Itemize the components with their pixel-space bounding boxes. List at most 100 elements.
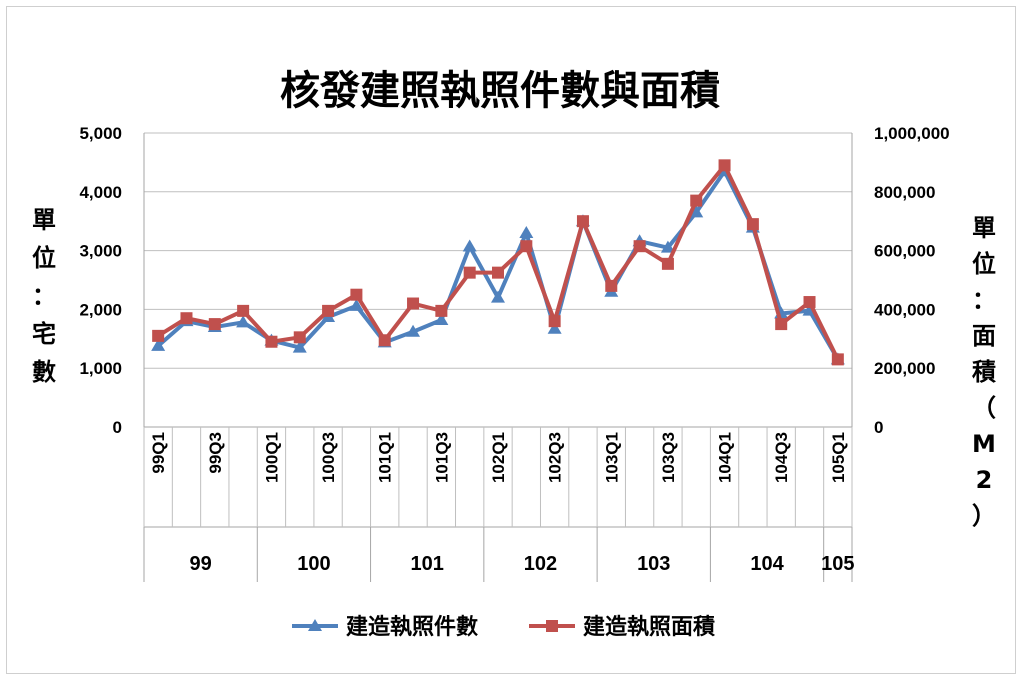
right-axis-label-char: （ (972, 394, 996, 422)
chart-title: 核發建照執照件數與面積 (280, 67, 720, 114)
left-axis-label-char: 數 (32, 358, 56, 386)
year-label: 99 (190, 553, 212, 575)
x-tick-label: 101Q3 (432, 432, 451, 483)
data-point (831, 353, 844, 366)
data-point (208, 318, 221, 331)
right-tick-label: 600,000 (874, 242, 935, 261)
x-tick-label: 104Q3 (772, 432, 791, 483)
data-point (293, 331, 306, 344)
data-point (718, 159, 731, 172)
data-point (435, 304, 448, 317)
right-axis-label-char: 位 (972, 250, 996, 278)
data-point (520, 240, 533, 253)
left-axis-label-char: 宅 (32, 320, 56, 348)
legend-swatch-marker (308, 619, 322, 631)
right-axis-label-char: 積 (972, 358, 996, 386)
x-tick-label: 104Q1 (716, 432, 735, 483)
legend: 建造執照件數 建造執照面積 (292, 614, 716, 640)
x-tick-label: 101Q1 (376, 432, 395, 483)
x-tick-label: 100Q3 (319, 432, 338, 483)
data-point (322, 304, 335, 317)
right-tick-label: 1,000,000 (874, 124, 950, 143)
left-axis-label-char: 單 (32, 206, 56, 234)
data-point (378, 334, 391, 347)
data-point (292, 340, 307, 353)
axes (143, 133, 853, 427)
data-point (180, 312, 193, 325)
data-point (633, 240, 646, 253)
left-axis-label-char: 位 (32, 244, 56, 272)
data-point (605, 279, 618, 292)
right-axis-label-char: ： (972, 286, 996, 314)
right-tick-label: 0 (874, 418, 883, 437)
data-point (690, 194, 703, 207)
x-tick-label: 103Q1 (602, 432, 621, 483)
data-point (237, 304, 250, 317)
right-axis-label-char: M (972, 430, 996, 458)
data-point (350, 288, 363, 301)
data-point (576, 215, 589, 228)
series-units (151, 164, 845, 365)
data-point (463, 266, 476, 279)
data-point (660, 240, 675, 253)
x-tick-label: 99Q1 (149, 432, 168, 474)
right-axis-label-char: 面 (972, 322, 996, 350)
x-axis-categories: 99Q1 99Q3 100Q1 100Q3 101Q1 101Q3 102Q1 102Q3 10… (143, 426, 855, 582)
data-point (547, 321, 562, 334)
data-point (151, 338, 166, 351)
data-point (407, 297, 420, 310)
left-tick-label: 4,000 (79, 183, 122, 202)
left-axis-ticks: 0 1,000 2,000 3,000 4,000 5,000 (79, 124, 122, 437)
data-point (434, 312, 449, 325)
x-tick-label: 105Q1 (829, 432, 848, 483)
left-axis-label: 單位 ： 宅數 (32, 206, 56, 386)
x-tick-label: 100Q1 (262, 432, 281, 483)
year-label: 102 (524, 553, 557, 575)
legend-swatch-marker (546, 620, 558, 632)
data-point (492, 266, 504, 279)
data-point (406, 324, 421, 337)
chart-frame (6, 6, 1016, 674)
year-label: 103 (637, 553, 670, 575)
data-point (265, 335, 278, 348)
data-point (236, 315, 251, 328)
gridlines (144, 132, 852, 428)
legend-label: 建造執照件數 (346, 614, 478, 640)
data-point (548, 315, 561, 328)
legend-label: 建造執照面積 (583, 614, 716, 640)
left-tick-label: 2,000 (79, 300, 122, 319)
right-tick-label: 400,000 (874, 300, 935, 319)
data-point (661, 257, 674, 270)
data-point (519, 225, 534, 238)
data-point (462, 239, 477, 252)
right-axis-label-char: 2 (976, 466, 993, 494)
data-point (746, 218, 759, 231)
data-point (775, 318, 788, 331)
left-tick-label: 1,000 (79, 359, 122, 378)
x-tick-label: 99Q3 (206, 432, 225, 474)
x-tick-label: 102Q1 (489, 432, 508, 483)
x-tick-label: 103Q3 (659, 432, 678, 483)
right-axis-label-char: ） (972, 502, 996, 530)
series-group (151, 159, 845, 366)
right-axis-label-char: 單 (972, 214, 996, 242)
data-point (803, 296, 816, 309)
series-area (152, 159, 844, 366)
data-point (689, 205, 704, 218)
right-tick-label: 800,000 (874, 183, 935, 202)
right-axis-label: 單位 ： 面積 （ M 2 ） (972, 214, 996, 530)
year-label: 105 (821, 553, 854, 575)
legend-item: 建造執照件數 (292, 614, 478, 640)
left-axis-label-char: ： (32, 282, 56, 310)
left-tick-label: 5,000 (79, 124, 122, 143)
data-point (491, 290, 505, 303)
right-tick-label: 200,000 (874, 359, 935, 378)
x-tick-label: 102Q3 (546, 432, 565, 483)
left-tick-label: 3,000 (79, 242, 122, 261)
legend-item: 建造執照面積 (529, 614, 716, 640)
data-point (349, 298, 364, 311)
data-point (152, 329, 165, 342)
year-label: 100 (297, 553, 330, 575)
left-tick-label: 0 (113, 418, 122, 437)
